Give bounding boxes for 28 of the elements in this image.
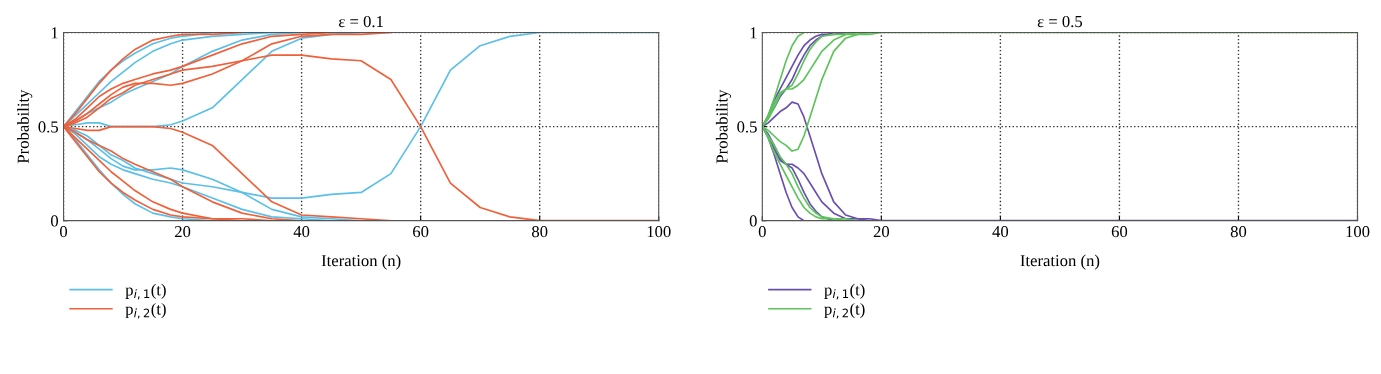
chart-title: ε = 0.5 <box>1037 15 1083 28</box>
x-tick-label: 80 <box>532 226 548 238</box>
y-tick-label: 0.5 <box>737 121 757 133</box>
x-tick-label: 40 <box>293 226 310 238</box>
y-tick-label: 0.5 <box>38 121 59 133</box>
x-tick-label: 0 <box>59 226 68 238</box>
x-axis-title: Iteration (n) <box>321 254 401 270</box>
legend-label: p$_{i,1}$(t) <box>824 283 865 300</box>
legend-label: p$_{i,2}$(t) <box>125 302 166 319</box>
y-tick-label: 0 <box>749 215 757 227</box>
y-tick-label: 1 <box>750 27 757 39</box>
x-tick-label: 40 <box>992 226 1009 238</box>
y-axis-title: Probability <box>17 89 33 164</box>
x-tick-label: 80 <box>1230 226 1247 238</box>
x-tick-label: 100 <box>647 226 671 238</box>
x-tick-label: 20 <box>873 226 890 238</box>
x-tick-label: 100 <box>1346 226 1370 238</box>
x-tick-label: 20 <box>174 226 191 238</box>
x-axis-title: Iteration (n) <box>1020 254 1100 270</box>
x-tick-label: 0 <box>758 226 766 238</box>
x-tick-label: 60 <box>1111 226 1128 238</box>
legend-label: p$_{i,1}$(t) <box>125 283 166 300</box>
legend-label: p$_{i,2}$(t) <box>824 302 865 319</box>
y-axis-title: Probability <box>715 89 732 164</box>
chart-title: ε = 0.1 <box>338 15 383 28</box>
x-tick-label: 60 <box>413 226 429 238</box>
y-tick-label: 1 <box>51 27 58 39</box>
y-tick-label: 0 <box>50 215 59 227</box>
